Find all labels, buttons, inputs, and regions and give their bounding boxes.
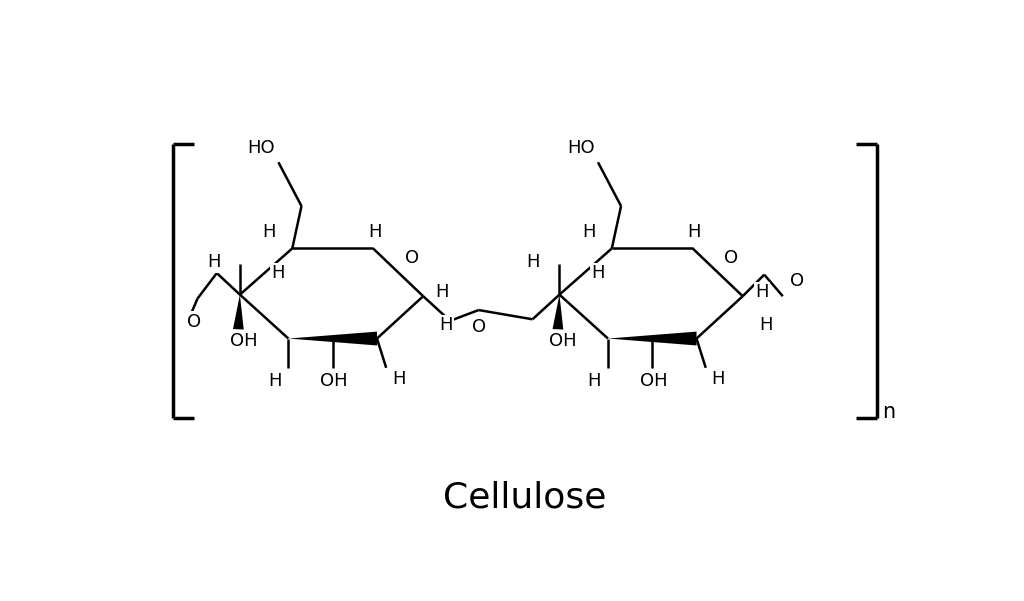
Text: H: H (268, 372, 282, 390)
Text: H: H (582, 222, 596, 240)
Text: H: H (588, 372, 601, 390)
Text: O: O (471, 318, 485, 336)
Text: n: n (883, 401, 896, 422)
Text: H: H (756, 283, 769, 301)
Text: H: H (759, 317, 772, 334)
Text: H: H (526, 253, 541, 271)
Polygon shape (233, 294, 244, 329)
Text: O: O (725, 249, 738, 267)
Text: H: H (439, 317, 453, 334)
Text: OH: OH (640, 372, 668, 390)
Text: H: H (591, 264, 605, 282)
Text: H: H (368, 222, 381, 240)
Text: O: O (790, 272, 804, 290)
Text: HO: HO (567, 139, 595, 157)
Text: OH: OH (230, 332, 258, 350)
Text: OH: OH (321, 372, 348, 390)
Text: HO: HO (248, 139, 275, 157)
Text: H: H (392, 370, 406, 388)
Text: H: H (435, 283, 450, 301)
Text: OH: OH (550, 332, 578, 350)
Polygon shape (608, 332, 696, 346)
Text: H: H (262, 222, 275, 240)
Text: O: O (186, 313, 201, 331)
Text: H: H (712, 370, 725, 388)
Text: H: H (271, 264, 285, 282)
Polygon shape (553, 294, 563, 329)
Text: Cellulose: Cellulose (443, 481, 606, 515)
Text: H: H (687, 222, 701, 240)
Polygon shape (289, 332, 377, 346)
Text: H: H (207, 253, 220, 271)
Text: O: O (404, 249, 419, 267)
